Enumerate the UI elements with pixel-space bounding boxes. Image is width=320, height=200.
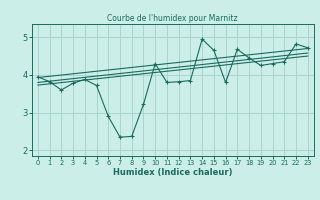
X-axis label: Humidex (Indice chaleur): Humidex (Indice chaleur)	[113, 168, 233, 177]
Title: Courbe de l'humidex pour Marnitz: Courbe de l'humidex pour Marnitz	[108, 14, 238, 23]
